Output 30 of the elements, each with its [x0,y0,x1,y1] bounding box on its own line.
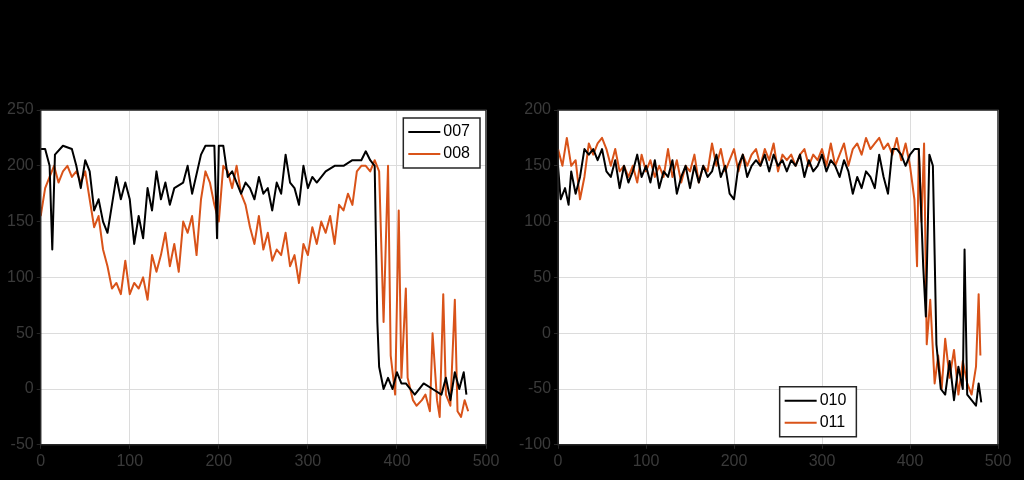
y-tick-label: -50 [527,379,552,397]
x-tick-label: 200 [720,451,748,469]
x-tick-label: 100 [116,451,144,469]
y-tick-label: 100 [6,267,34,285]
y-tick-label: 150 [6,212,34,230]
x-tick-label: 400 [896,451,924,469]
x-tick-label: 400 [383,451,411,469]
y-tick-label: 200 [6,156,34,174]
legend-label: 010 [819,391,847,409]
y-tick-label: 100 [524,212,552,230]
y-tick-label: 250 [6,100,34,118]
x-tick-label: 0 [553,451,563,469]
y-tick-label: 50 [533,267,552,285]
y-tick-label: -50 [10,435,34,453]
y-tick-label: 50 [15,323,34,341]
y-tick-label: 200 [524,100,552,118]
x-tick-label: 300 [294,451,322,469]
y-tick-label: 150 [524,156,552,174]
legend-label: 008 [443,144,471,162]
x-tick-label: 0 [36,451,46,469]
y-tick-label: 0 [542,323,552,341]
legend-label: 011 [819,413,846,431]
y-tick-label: -100 [518,435,552,453]
x-tick-label: 500 [472,451,500,469]
y-tick-label: 0 [24,379,34,397]
x-tick-label: 100 [632,451,660,469]
x-tick-label: 200 [205,451,233,469]
x-tick-label: 300 [808,451,836,469]
x-tick-label: 500 [984,451,1012,469]
legend-label: 007 [443,122,471,140]
